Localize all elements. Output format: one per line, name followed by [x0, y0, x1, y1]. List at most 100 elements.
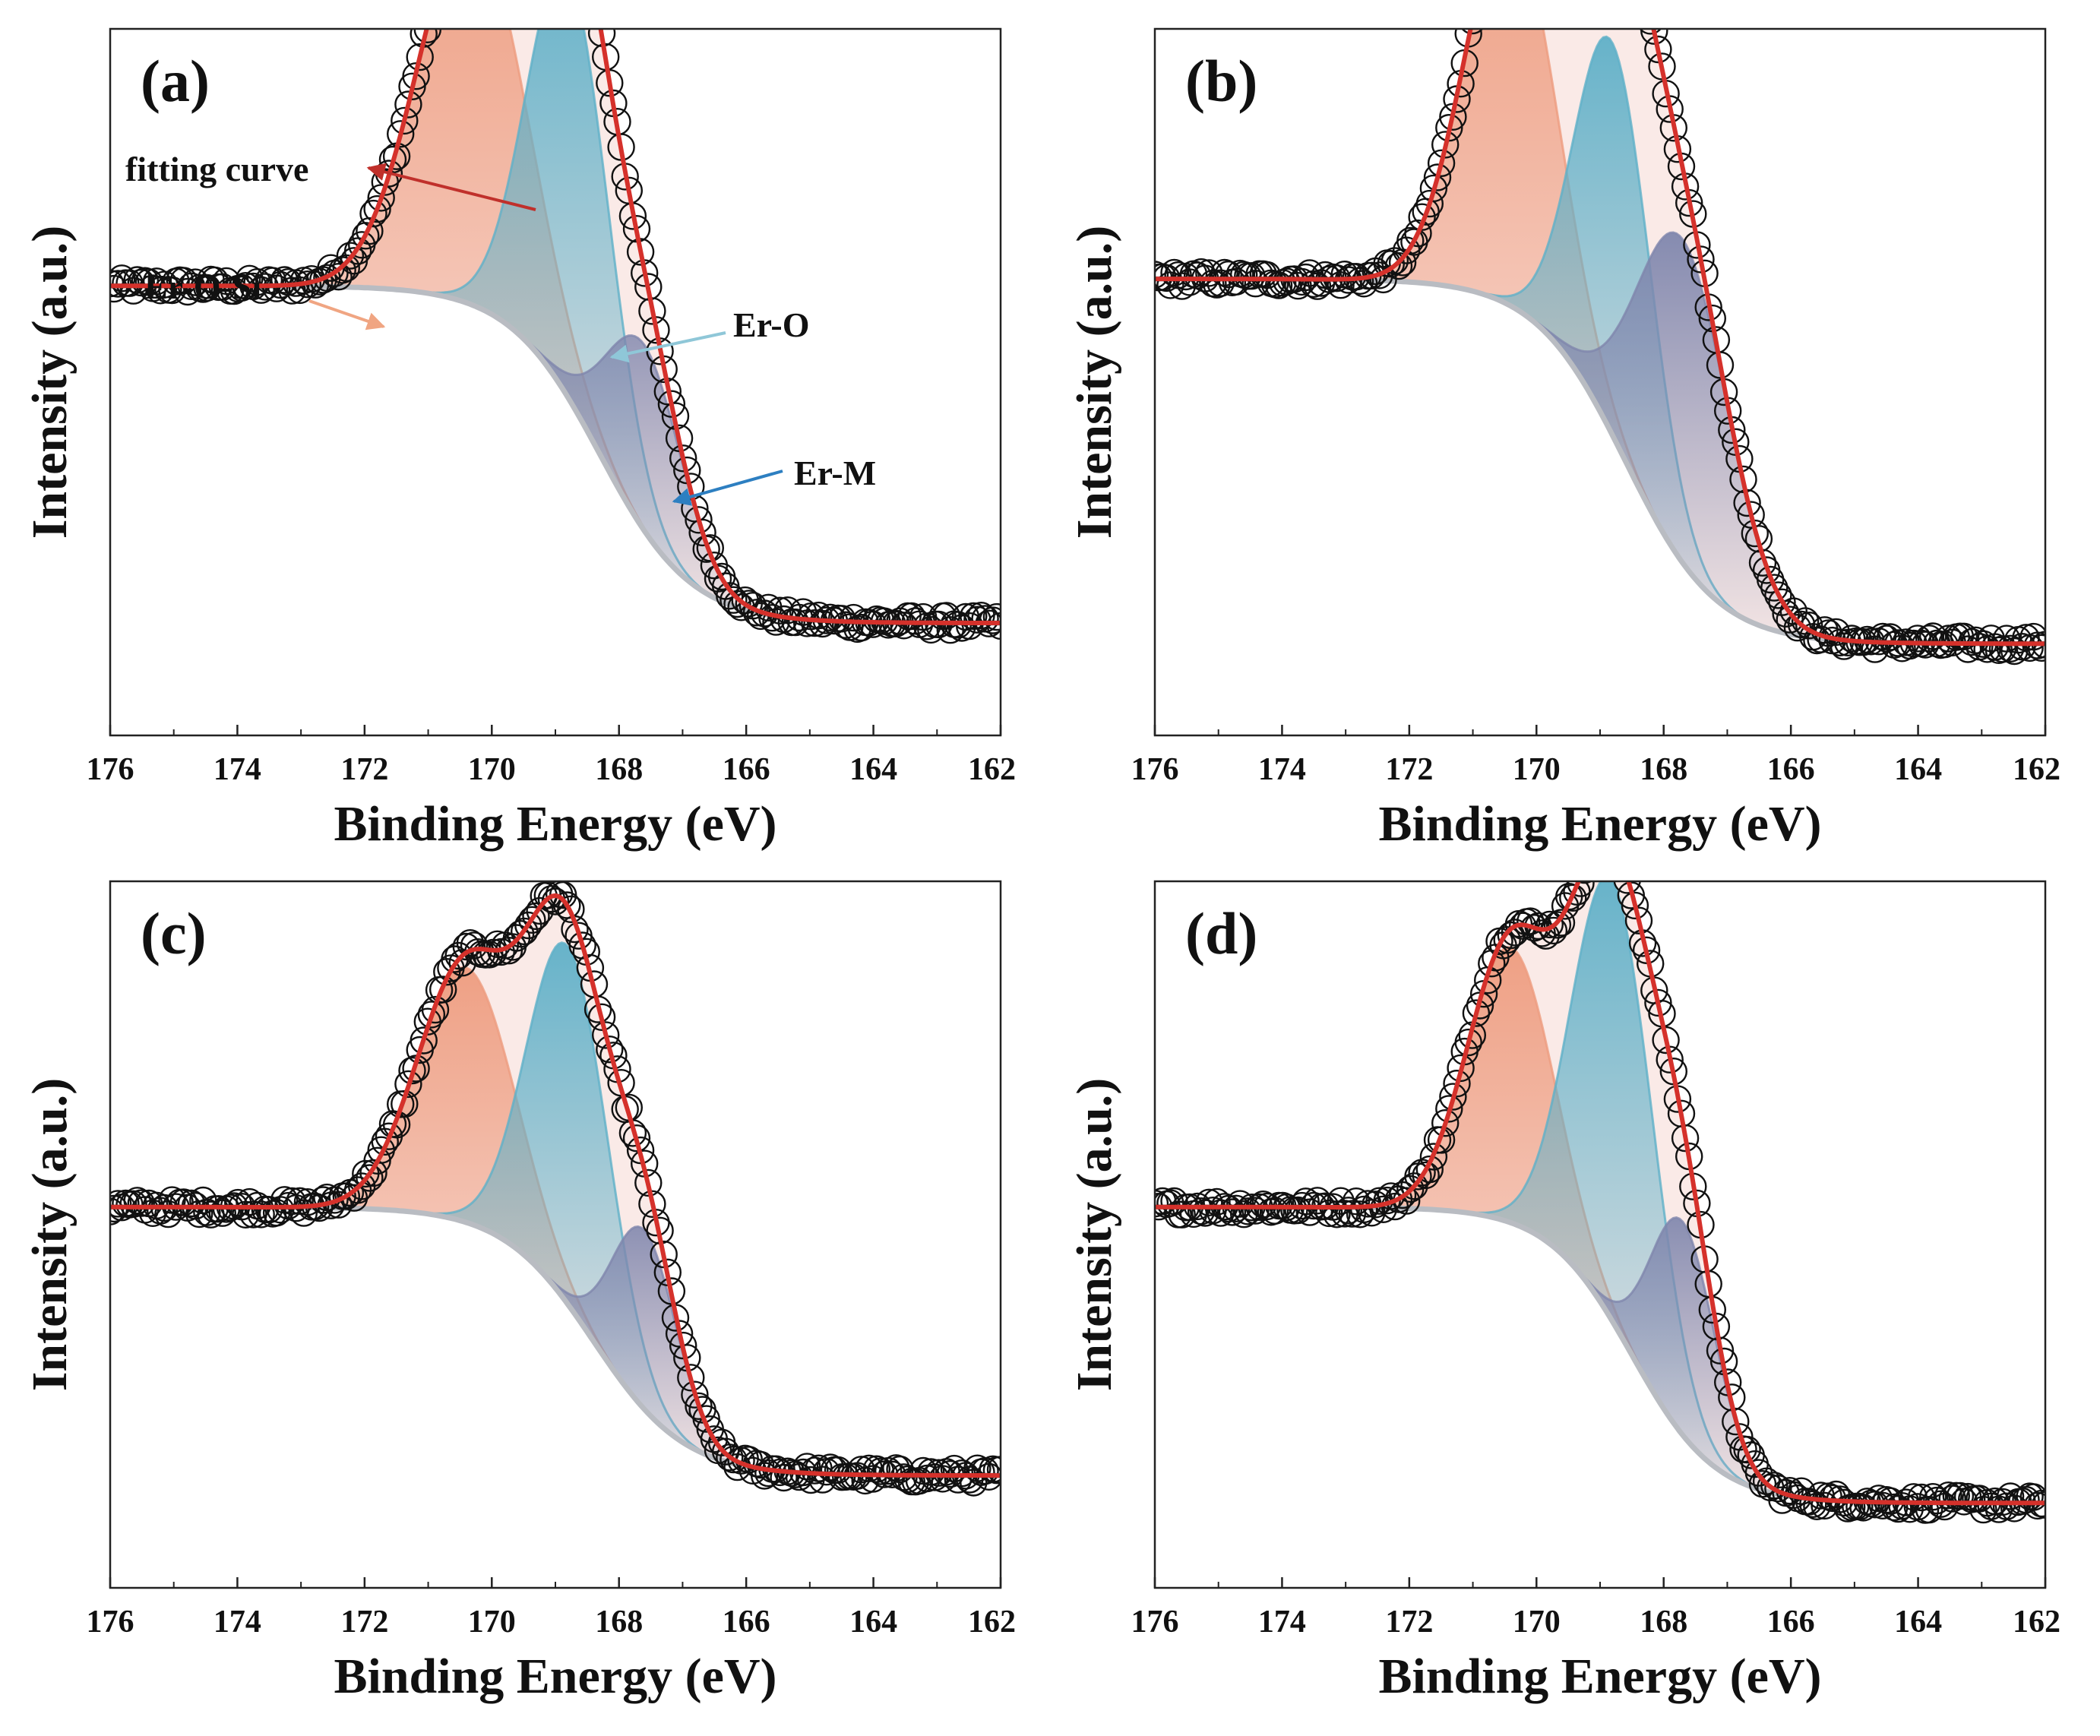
data-point: [1292, 1187, 1320, 1216]
data-point: [421, 995, 450, 1024]
data-point: [127, 1189, 156, 1217]
annotation-label-er-m: Er-M: [794, 454, 876, 492]
x-tick-label: 174: [213, 1605, 261, 1640]
data-point: [816, 603, 845, 631]
x-tick-label: 166: [1767, 1605, 1815, 1640]
x-tick-label: 164: [1894, 752, 1942, 787]
data-point: [247, 1200, 275, 1228]
x-tick-label: 168: [1640, 1605, 1687, 1640]
y-axis-title: Intensity (a.u.): [22, 226, 77, 539]
data-point: [1639, 29, 1662, 35]
data-point: [840, 603, 868, 632]
data-point: [1160, 258, 1188, 287]
data-point: [429, 976, 457, 1004]
data-point: [398, 1056, 426, 1085]
fit-line: [1155, 881, 2045, 1506]
x-tick-label: 168: [595, 752, 643, 787]
data-point: [1946, 1481, 1975, 1510]
data-point: [1950, 622, 1978, 650]
x-tick-label: 164: [849, 752, 897, 787]
data-point: [1783, 614, 1812, 642]
data-point: [1996, 634, 2025, 662]
data-point: [1168, 1200, 1196, 1228]
x-tick-label: 168: [595, 1605, 643, 1640]
data-point: [1868, 1491, 1897, 1520]
data-point: [514, 911, 542, 940]
data-point: [1795, 612, 1823, 640]
data-point: [1744, 525, 1773, 553]
data-point: [1284, 1196, 1312, 1225]
data-point: [394, 90, 422, 119]
data-point: [960, 602, 988, 631]
data-point: [1342, 1187, 1371, 1216]
x-tick-label: 166: [723, 752, 770, 787]
data-point: [866, 1457, 895, 1485]
x-tick-label: 170: [468, 752, 516, 787]
data-point: [1447, 1054, 1475, 1083]
data-point: [1415, 189, 1444, 218]
x-axis-title: Binding Energy (eV): [334, 1649, 776, 1704]
data-points: [1155, 0, 2045, 666]
data-point: [1461, 29, 1484, 35]
chart-panel-c: 176 174 172 170 168 166 164 162 Binding Energy (…: [22, 880, 1016, 1704]
data-point: [1388, 248, 1417, 277]
data-point: [1535, 910, 1564, 939]
data-point: [1768, 1486, 1796, 1514]
data-point: [1953, 635, 1982, 663]
data-point: [1652, 1026, 1680, 1055]
data-point: [622, 1124, 651, 1153]
data-point: [1634, 0, 1659, 15]
data-point: [557, 895, 585, 924]
fit-line: [1155, 29, 2045, 647]
data-point: [336, 242, 365, 270]
data-point: [1611, 852, 1637, 877]
data-point: [1415, 1155, 1444, 1184]
data-point: [1260, 1197, 1289, 1225]
data-point: [1195, 1188, 1223, 1217]
x-axis-title: Binding Energy (eV): [1378, 796, 1821, 852]
data-point: [1443, 1069, 1471, 1098]
x-tick-label: 170: [1513, 1605, 1561, 1640]
data-point: [1384, 251, 1413, 280]
y-axis-title: Intensity (a.u.): [22, 1078, 77, 1392]
data-point: [1613, 881, 1641, 894]
data-point: [928, 1465, 957, 1493]
data-point: [1621, 891, 1649, 920]
plot-area: [110, 881, 1001, 1497]
data-point: [982, 602, 1001, 631]
data-point: [677, 1364, 705, 1392]
data-point: [1934, 1481, 1962, 1510]
y-axis-title: Intensity (a.u.): [1067, 1078, 1122, 1392]
component-er-o: [1155, 881, 2045, 1504]
data-point: [1764, 1474, 1792, 1503]
data-point: [422, 0, 448, 2]
data-point: [986, 612, 1001, 640]
data-point: [785, 1462, 814, 1491]
data-point: [1896, 631, 1924, 660]
data-point: [258, 267, 287, 295]
data-point: [1733, 1435, 1761, 1464]
data-point: [2027, 634, 2045, 662]
data-point: [278, 1187, 306, 1216]
data-point: [1543, 911, 1572, 939]
data-point: [1632, 936, 1661, 965]
data-point: [979, 606, 1001, 634]
x-tick-label: 176: [1131, 752, 1179, 787]
data-point: [1295, 259, 1324, 287]
fit-line: [110, 893, 1001, 1478]
data-point: [1931, 1492, 1959, 1521]
x-tick-label: 174: [1258, 1605, 1306, 1640]
x-axis-title: Binding Energy (eV): [1378, 1649, 1821, 1704]
data-point: [359, 199, 387, 228]
panel-label: (c): [141, 900, 207, 966]
data-point: [1419, 1143, 1448, 1171]
data-point: [685, 506, 713, 534]
x-tick-label: 172: [340, 1605, 388, 1640]
x-tick-label: 172: [1385, 1605, 1433, 1640]
data-point: [855, 1454, 883, 1483]
data-point: [1822, 618, 1851, 647]
data-point: [1218, 1198, 1247, 1226]
x-tick-label: 164: [1894, 1605, 1942, 1640]
data-point: [1729, 465, 1757, 494]
